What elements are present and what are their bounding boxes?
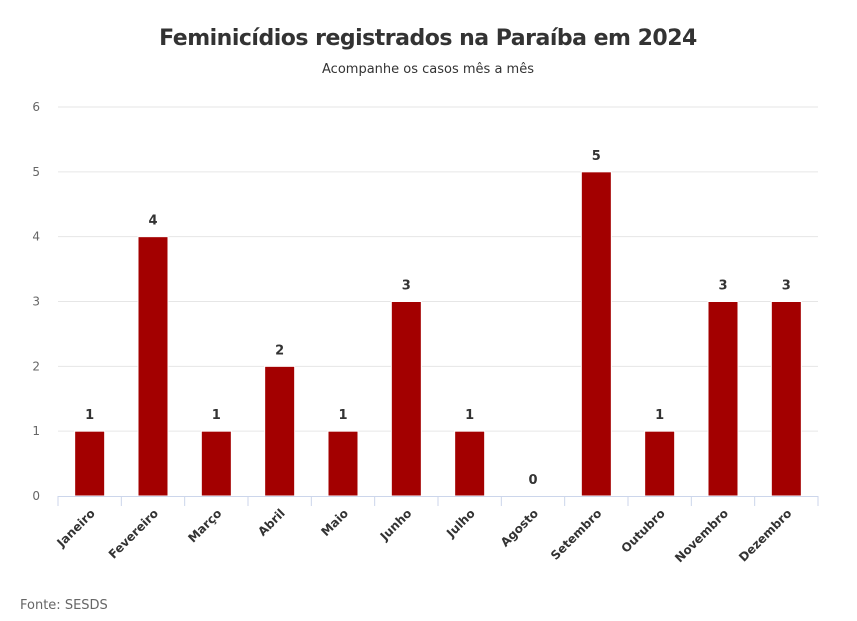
x-tick-label: Abril <box>255 506 288 539</box>
data-label: 4 <box>148 214 157 229</box>
data-label: 1 <box>655 408 664 423</box>
x-tick-label: Outubro <box>618 506 667 555</box>
bar-novembro <box>707 301 739 497</box>
y-tick-label: 2 <box>32 359 40 373</box>
data-label: 1 <box>465 408 474 423</box>
data-label: 3 <box>782 279 791 294</box>
x-tick-label: Julho <box>443 506 478 541</box>
bar-dezembro <box>770 301 802 497</box>
x-tick-label: Setembro <box>548 506 605 563</box>
bar-fevereiro <box>137 236 169 497</box>
x-tick-label: Março <box>185 506 224 545</box>
data-label: 1 <box>85 408 94 423</box>
y-tick-label: 1 <box>32 424 40 438</box>
bar-abril <box>264 365 296 497</box>
x-tick-label: Agosto <box>498 506 541 549</box>
data-label: 3 <box>402 279 411 294</box>
bar-setembro <box>580 171 612 497</box>
data-label: 3 <box>718 279 727 294</box>
bar-março <box>200 430 232 497</box>
x-tick-label: Maio <box>318 506 351 539</box>
chart-subtitle: Acompanhe os casos mês a mês <box>322 62 534 77</box>
x-tick-label: Novembro <box>672 506 731 565</box>
bar-janeiro <box>74 430 106 497</box>
chart-title: Feminicídios registrados na Paraíba em 2… <box>159 26 697 51</box>
x-tick-label: Fevereiro <box>106 506 161 561</box>
bar-outubro <box>644 430 676 497</box>
data-label: 1 <box>338 408 347 423</box>
bar-maio <box>327 430 359 497</box>
y-tick-label: 6 <box>32 100 40 114</box>
bar-julho <box>454 430 486 497</box>
data-label: 0 <box>528 473 537 488</box>
source-credit: Fonte: SESDS <box>20 598 108 613</box>
x-tick-label: Janeiro <box>54 506 98 550</box>
y-tick-label: 4 <box>32 230 40 244</box>
data-label: 5 <box>592 149 601 164</box>
bar-junho <box>390 301 422 497</box>
y-tick-label: 5 <box>32 165 40 179</box>
x-tick-label: Dezembro <box>736 506 794 564</box>
data-label: 2 <box>275 343 284 358</box>
y-tick-label: 3 <box>32 295 40 309</box>
x-tick-label: Junho <box>377 506 415 544</box>
data-label: 1 <box>212 408 221 423</box>
y-tick-label: 0 <box>32 489 40 503</box>
